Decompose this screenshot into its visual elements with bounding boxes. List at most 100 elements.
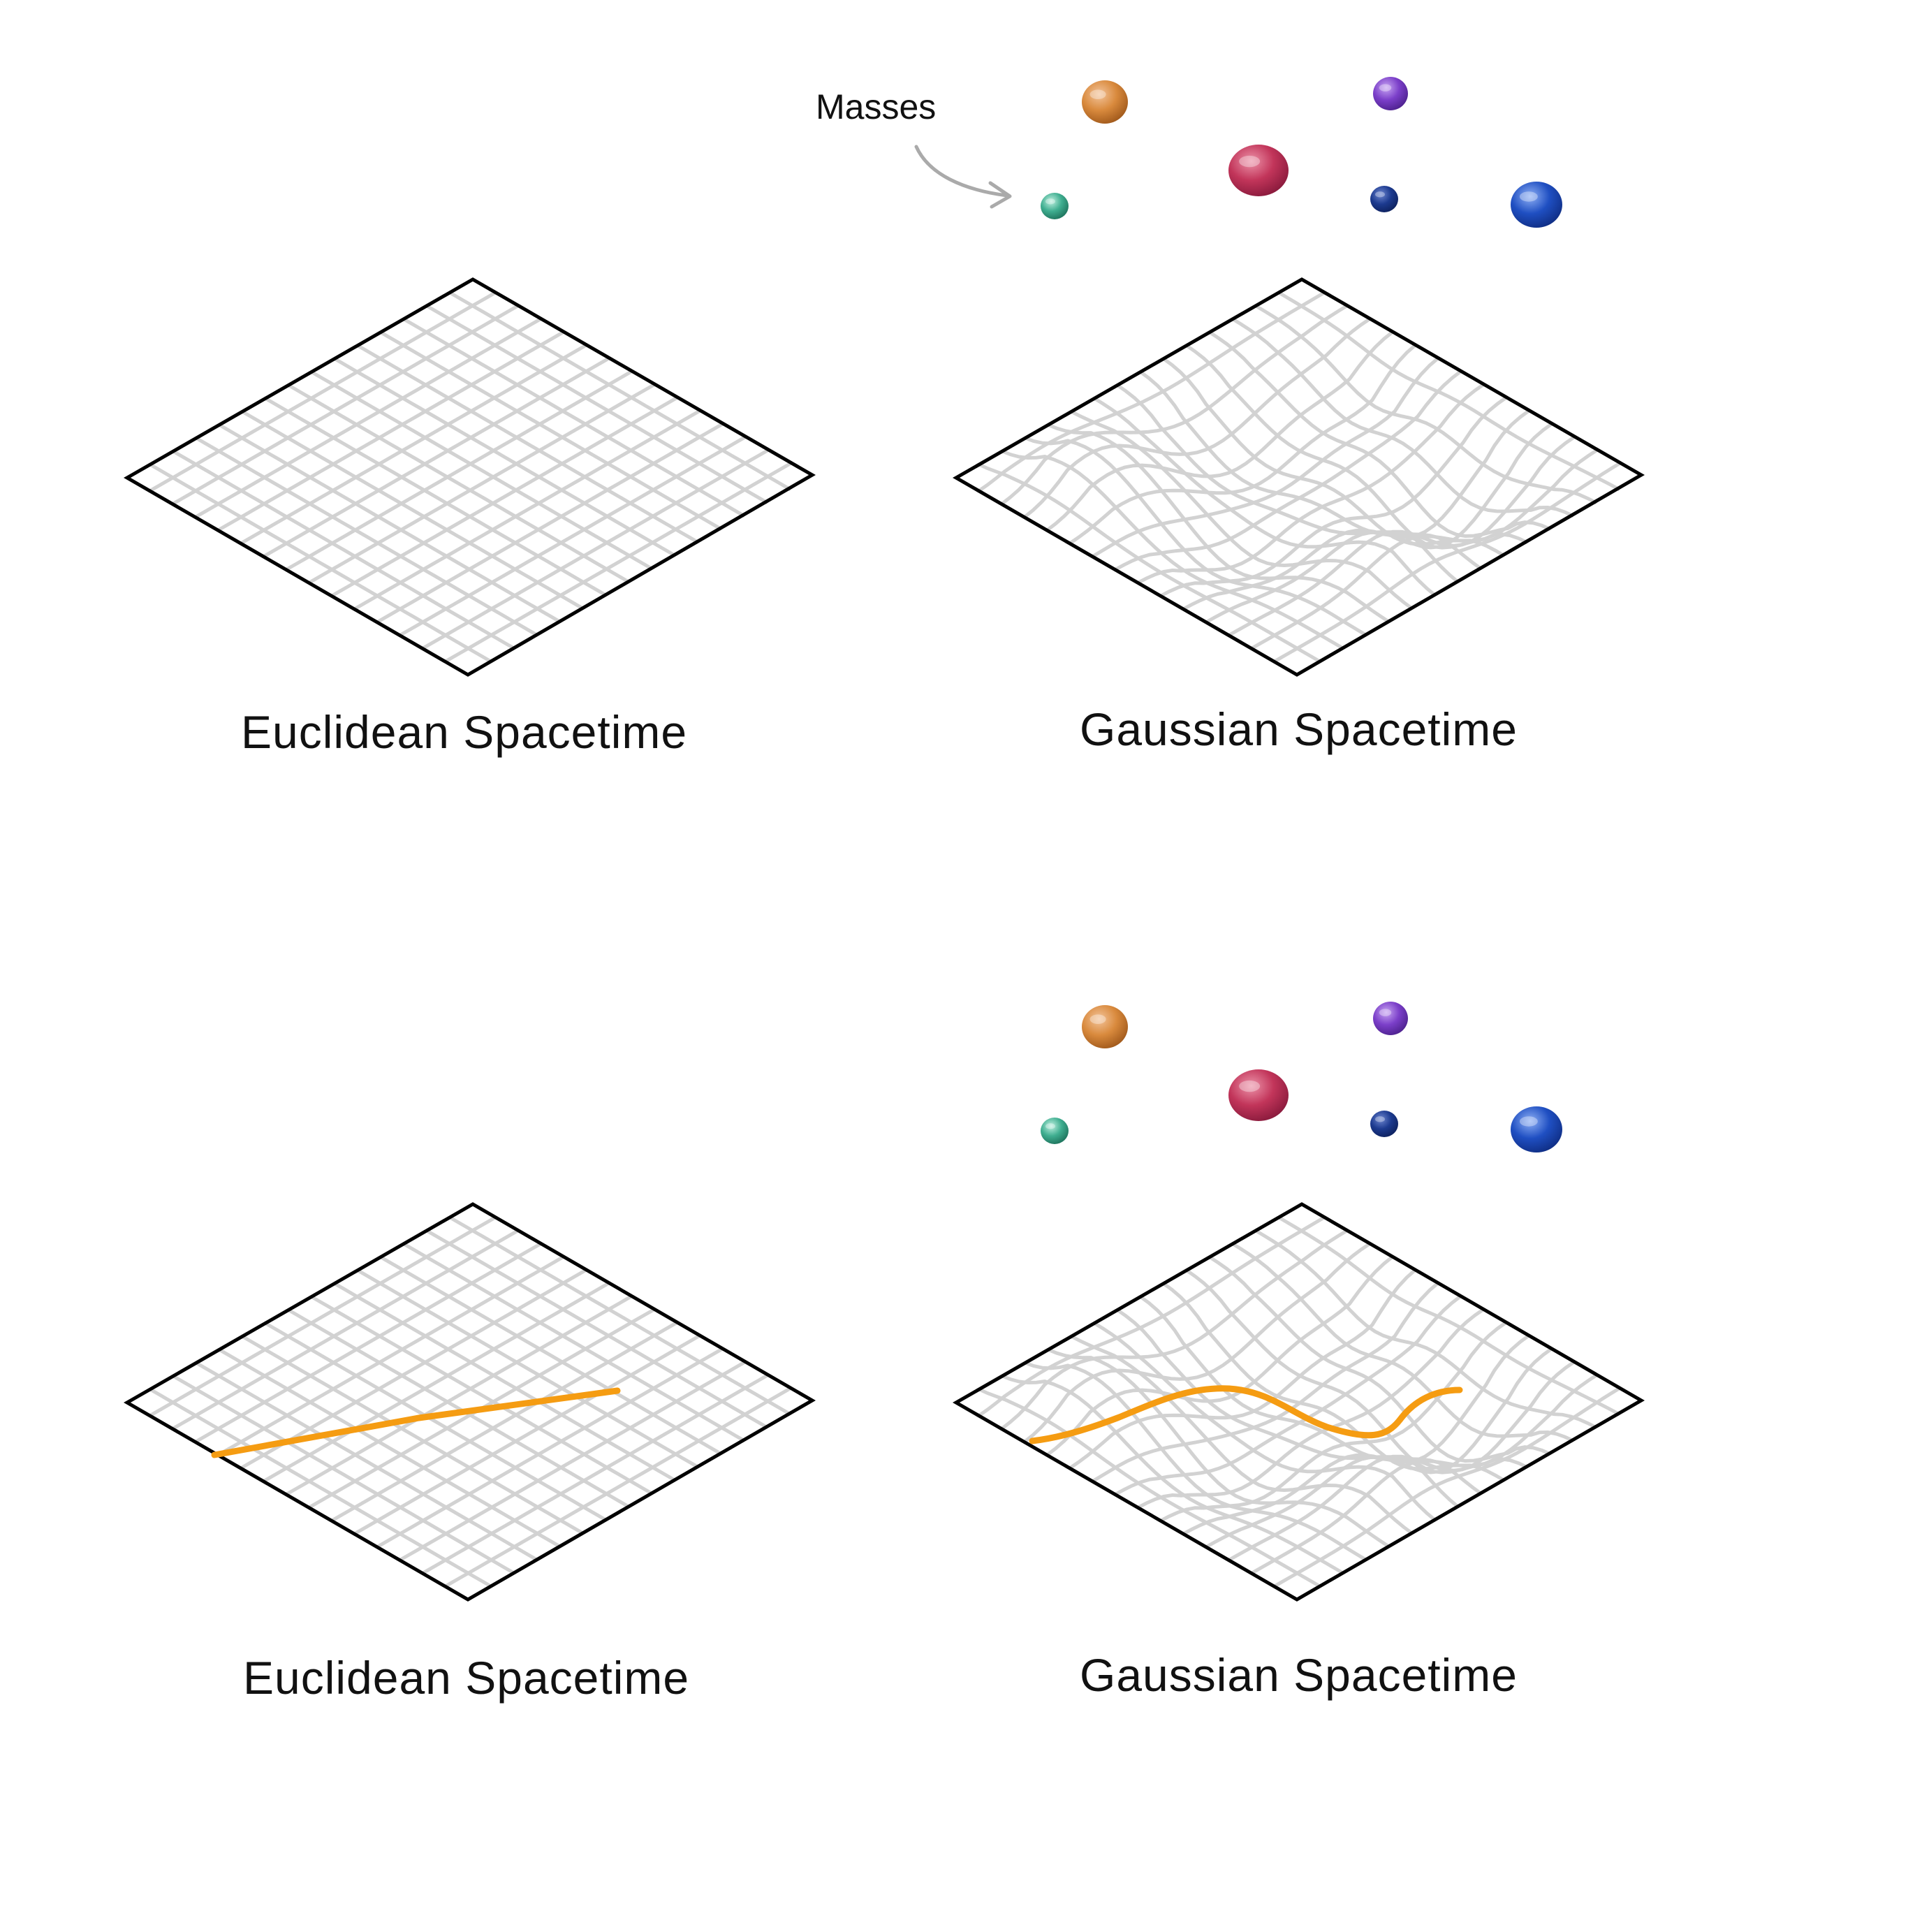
masses-group-top (1041, 77, 1562, 228)
caption-euclidean-top: Euclidean Spacetime (241, 706, 688, 758)
grid-line (172, 1374, 515, 1575)
mass-crimson (1228, 1069, 1289, 1121)
diamond-outline (123, 277, 816, 677)
caption-euclidean-bottom: Euclidean Spacetime (243, 1652, 690, 1704)
grid-line (1137, 383, 1485, 585)
grid-line (171, 1229, 520, 1430)
grid-line (1277, 1215, 1621, 1417)
warped-grid (978, 1215, 1621, 1588)
flat-grid (149, 291, 792, 664)
grid-line (1273, 1386, 1621, 1588)
grid-line (444, 462, 792, 664)
grid-line (1114, 1294, 1462, 1496)
grid-line (1048, 423, 1390, 624)
mass-blue (1511, 1106, 1562, 1152)
masses-label: Masses (816, 87, 937, 126)
grid-line (217, 1255, 565, 1457)
grid-line (1069, 1268, 1417, 1470)
grid-line (1070, 1335, 1414, 1535)
grid-line (333, 357, 677, 557)
grid-line (1045, 1255, 1394, 1457)
mass-purple-highlight (1379, 1009, 1392, 1016)
grid-line (978, 462, 1321, 664)
grid-line (1182, 409, 1530, 611)
grid-line (399, 435, 747, 637)
mass-orange (1082, 1005, 1128, 1048)
grid-line (1069, 344, 1417, 546)
grid-line (448, 291, 792, 492)
grid-line (310, 370, 654, 571)
grid-line (1250, 1373, 1599, 1575)
grid-line (421, 448, 770, 650)
mass-blue (1511, 182, 1562, 228)
grid-line (1023, 1242, 1372, 1444)
mass-navy (1370, 186, 1398, 212)
grid-line (149, 462, 492, 664)
grid-line (241, 1335, 585, 1535)
grid-line (399, 1360, 747, 1562)
grid-line (1205, 1347, 1553, 1549)
grid-line (285, 369, 633, 571)
grid-line (1159, 1321, 1508, 1523)
grid-line (285, 1294, 633, 1496)
mass-crimson-highlight (1239, 155, 1261, 168)
grid-line (1228, 435, 1576, 637)
caption-gaussian-top: Gaussian Spacetime (1080, 703, 1518, 755)
grid-line (1048, 1347, 1390, 1549)
grid-line (1162, 357, 1506, 557)
grid-line (1025, 1361, 1367, 1562)
grid-line (262, 356, 610, 558)
mass-purple-highlight (1379, 84, 1392, 92)
grid-line (241, 410, 585, 610)
grid-line (353, 1333, 701, 1536)
caption-gaussian-bottom: Gaussian Spacetime (1080, 1649, 1518, 1701)
grid-line (1023, 317, 1372, 519)
grid-line (421, 1373, 770, 1575)
grid-line (171, 304, 520, 506)
grid-line (194, 317, 542, 519)
grid-line (376, 422, 724, 624)
masses-group-bottom (1041, 1002, 1562, 1152)
grid-line (1137, 1308, 1485, 1509)
grid-line (978, 291, 1326, 492)
grid-line (172, 449, 515, 650)
mass-navy-highlight (1375, 1116, 1385, 1122)
grid-line (402, 317, 746, 518)
grid-line (1228, 1360, 1576, 1562)
grid-line (330, 1321, 679, 1523)
mass-navy-highlight (1375, 191, 1385, 198)
straight-trajectory-line (211, 1387, 621, 1458)
grid-line (1231, 1242, 1575, 1443)
mass-orange (1082, 80, 1128, 124)
grid-line (287, 383, 631, 584)
grid-line (1000, 1229, 1349, 1430)
mass-blue-highlight (1519, 1116, 1538, 1127)
grid-line (240, 343, 587, 546)
grid-line (1093, 1322, 1437, 1522)
mass-orange-highlight (1089, 1014, 1106, 1024)
grid-line (218, 1348, 562, 1549)
grid-line (1208, 330, 1551, 539)
diamond-outline (952, 277, 1645, 677)
panel-gaussian-bottom (952, 1202, 1645, 1602)
warped-grid (978, 291, 1621, 664)
grid-line (376, 1347, 724, 1549)
grid-line (195, 437, 538, 637)
mass-navy (1370, 1111, 1398, 1137)
grid-line (448, 1215, 792, 1417)
mass-teal-highlight (1045, 198, 1055, 205)
grid-line (218, 423, 562, 624)
grid-line (1114, 369, 1462, 571)
grid-line (1162, 1282, 1506, 1482)
panel-euclidean-top (123, 277, 816, 677)
grid-line (310, 1295, 654, 1495)
grid-line (330, 396, 679, 598)
grid-line (1159, 396, 1508, 598)
grid-line (1254, 304, 1598, 505)
grid-line (149, 291, 497, 492)
grid-line (1001, 449, 1344, 650)
grid-line (353, 409, 701, 611)
grid-line (1277, 291, 1621, 492)
curved-trajectory-line (1029, 1385, 1463, 1444)
grid-line (978, 1387, 1321, 1588)
